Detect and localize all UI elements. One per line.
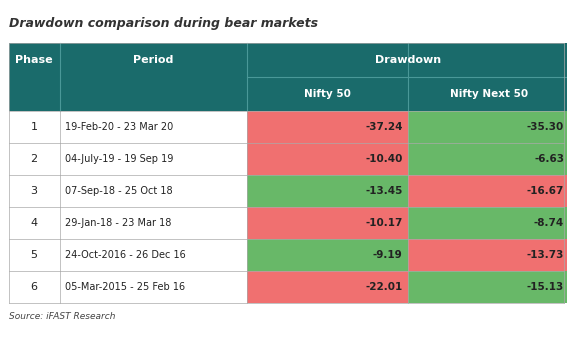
Text: 4: 4	[31, 218, 37, 228]
Text: Drawdown comparison during bear markets: Drawdown comparison during bear markets	[9, 17, 318, 30]
Text: -22.01: -22.01	[365, 282, 403, 292]
Text: -6.63: -6.63	[534, 154, 564, 164]
Text: 5: 5	[31, 250, 37, 260]
Text: Nifty 50: Nifty 50	[304, 89, 351, 99]
Text: 24-Oct-2016 - 26 Dec 16: 24-Oct-2016 - 26 Dec 16	[65, 250, 186, 260]
Text: -35.30: -35.30	[527, 122, 564, 132]
Text: Nifty Next 50: Nifty Next 50	[450, 89, 528, 99]
Text: 04-July-19 - 19 Sep 19: 04-July-19 - 19 Sep 19	[65, 154, 174, 164]
Text: -10.40: -10.40	[365, 154, 403, 164]
Text: Source: iFAST Research: Source: iFAST Research	[9, 312, 115, 321]
Text: -9.19: -9.19	[373, 250, 403, 260]
Text: 29-Jan-18 - 23 Mar 18: 29-Jan-18 - 23 Mar 18	[65, 218, 172, 228]
Text: -37.24: -37.24	[365, 122, 403, 132]
Text: 19-Feb-20 - 23 Mar 20: 19-Feb-20 - 23 Mar 20	[65, 122, 174, 132]
Text: 6: 6	[31, 282, 37, 292]
Text: 05-Mar-2015 - 25 Feb 16: 05-Mar-2015 - 25 Feb 16	[65, 282, 185, 292]
Text: 2: 2	[31, 154, 37, 164]
Text: -16.67: -16.67	[527, 186, 564, 196]
Text: 1: 1	[31, 122, 37, 132]
Text: 3: 3	[31, 186, 37, 196]
Text: -8.74: -8.74	[534, 218, 564, 228]
Text: -15.13: -15.13	[527, 282, 564, 292]
Text: -13.45: -13.45	[365, 186, 403, 196]
Text: Drawdown: Drawdown	[375, 55, 441, 65]
Text: Phase: Phase	[15, 55, 53, 65]
Text: -10.17: -10.17	[365, 218, 403, 228]
Text: 07-Sep-18 - 25 Oct 18: 07-Sep-18 - 25 Oct 18	[65, 186, 173, 196]
Text: -13.73: -13.73	[527, 250, 564, 260]
Text: Period: Period	[133, 55, 174, 65]
